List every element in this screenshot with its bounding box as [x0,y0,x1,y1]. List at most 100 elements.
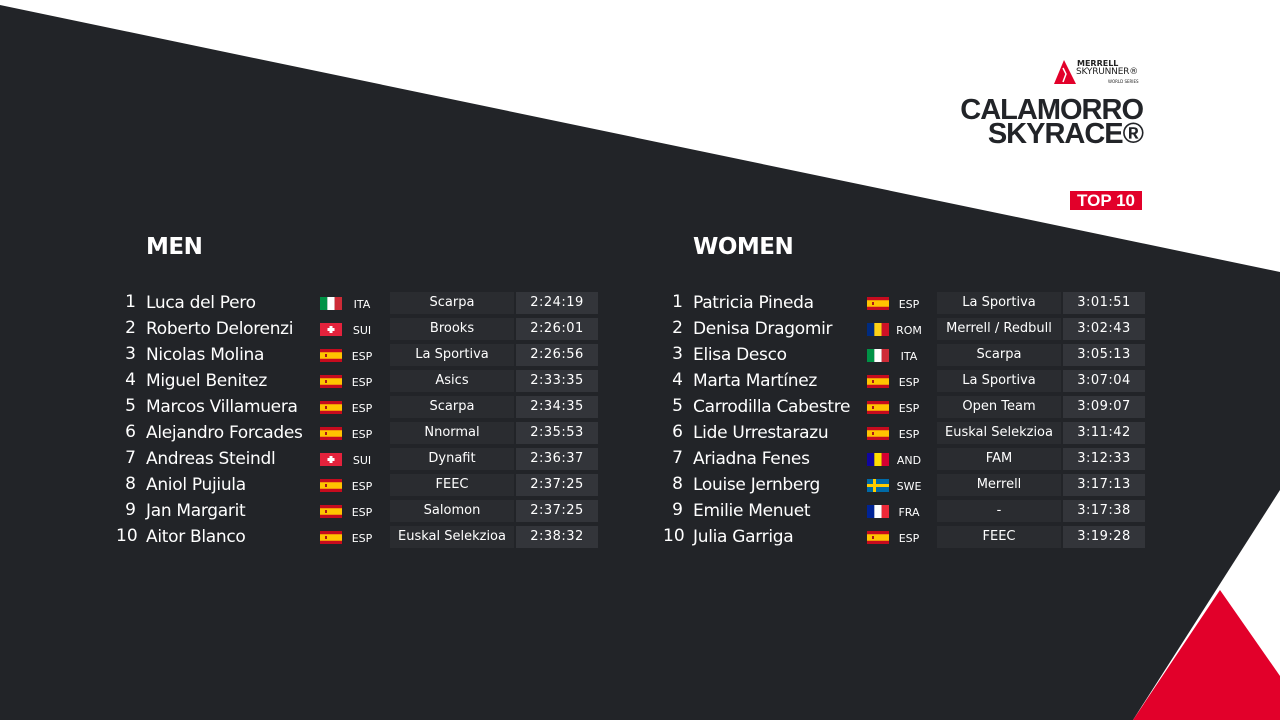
team: FEEC [390,474,514,496]
rank: 1 [125,292,136,312]
rank: 10 [663,526,685,546]
rank: 2 [672,318,683,338]
men-heading: MEN [146,234,203,260]
athlete-name: Miguel Benitez [146,371,268,391]
result-row: 5 Carrodilla Cabestre ESP Open Team 3:09… [663,394,1145,420]
brand-merrell: MERRELL [1077,59,1119,68]
finish-time: 2:37:25 [516,474,598,496]
men-results: MEN 1 Luca del Pero ITA Scarpa 2:24:19 2 … [116,234,598,550]
country-code: AND [896,454,922,467]
result-row: 9 Jan Margarit ESP Salomon 2:37:25 [116,498,598,524]
result-row: 10 Aitor Blanco ESP Euskal Selekzioa 2:3… [116,524,598,550]
athlete-name: Alejandro Forcades [146,423,303,443]
rank: 7 [125,448,136,468]
team: Scarpa [937,344,1061,366]
finish-time: 3:17:38 [1063,500,1145,522]
athlete-name: Aitor Blanco [146,527,246,547]
women-heading: WOMEN [693,234,794,260]
result-row: 2 Roberto Delorenzi SUI Brooks 2:26:01 [116,316,598,342]
athlete-name: Louise Jernberg [693,475,820,495]
country-code: ESP [898,298,920,311]
athlete-name: Luca del Pero [146,293,256,313]
team: - [937,500,1061,522]
country-code: ESP [351,480,373,493]
team: Scarpa [390,396,514,418]
athlete-name: Patricia Pineda [693,293,814,313]
athlete-name: Emilie Menuet [693,501,811,521]
rank: 5 [125,396,136,416]
country-code: ESP [351,376,373,389]
team: Euskal Selekzioa [390,526,514,548]
finish-time: 3:09:07 [1063,396,1145,418]
brand-world-series: WORLD SERIES [1108,79,1139,84]
rank: 9 [672,500,683,520]
country-code: SUI [352,324,372,337]
result-row: 10 Julia Garriga ESP FEEC 3:19:28 [663,524,1145,550]
athlete-name: Marta Martínez [693,371,817,391]
skyrunner-logo-icon [1054,60,1076,84]
finish-time: 2:24:19 [516,292,598,314]
team: Euskal Selekzioa [937,422,1061,444]
finish-time: 3:19:28 [1063,526,1145,548]
result-row: 4 Miguel Benitez ESP Asics 2:33:35 [116,368,598,394]
result-row: 8 Aniol Pujiula ESP FEEC 2:37:25 [116,472,598,498]
finish-time: 2:35:53 [516,422,598,444]
finish-time: 2:26:01 [516,318,598,340]
rank: 8 [672,474,683,494]
rank: 2 [125,318,136,338]
flag-esp-icon [867,427,889,440]
flag-esp-icon [320,401,342,414]
flag-esp-icon [320,427,342,440]
flag-esp-icon [320,479,342,492]
athlete-name: Marcos Villamuera [146,397,298,417]
country-code: ESP [898,376,920,389]
athlete-name: Jan Margarit [146,501,246,521]
team: Open Team [937,396,1061,418]
rank: 4 [672,370,683,390]
athlete-name: Denisa Dragomir [693,319,833,339]
finish-time: 3:01:51 [1063,292,1145,314]
country-code: ESP [898,402,920,415]
rank: 3 [672,344,683,364]
rank: 4 [125,370,136,390]
athlete-name: Aniol Pujiula [146,475,246,495]
team: Dynafit [390,448,514,470]
title-line-1: CALAMORRO [960,94,1144,126]
flag-esp-icon [320,349,342,362]
team: Nnormal [390,422,514,444]
team: Scarpa [390,292,514,314]
rank: 7 [672,448,683,468]
rank: 6 [125,422,136,442]
flag-esp-icon [867,297,889,310]
finish-time: 3:05:13 [1063,344,1145,366]
team: FAM [937,448,1061,470]
finish-time: 3:11:42 [1063,422,1145,444]
country-code: SWE [896,480,922,493]
team: La Sportiva [390,344,514,366]
team: La Sportiva [937,370,1061,392]
result-row: 5 Marcos Villamuera ESP Scarpa 2:34:35 [116,394,598,420]
finish-time: 3:12:33 [1063,448,1145,470]
country-code: ROM [896,324,922,337]
flag-ita-icon [867,349,889,362]
rank: 8 [125,474,136,494]
country-code: ESP [351,532,373,545]
women-results: WOMEN 1 Patricia Pineda ESP La Sportiva … [663,234,1145,550]
result-row: 3 Elisa Desco ITA Scarpa 3:05:13 [663,342,1145,368]
rank: 10 [116,526,138,546]
athlete-name: Carrodilla Cabestre [693,397,851,417]
rank: 6 [672,422,683,442]
flag-esp-icon [867,531,889,544]
result-row: 1 Luca del Pero ITA Scarpa 2:24:19 [116,290,598,316]
flag-fra-icon [867,505,889,518]
result-row: 2 Denisa Dragomir ROM Merrell / Redbull … [663,316,1145,342]
result-row: 8 Louise Jernberg SWE Merrell 3:17:13 [663,472,1145,498]
result-row: 1 Patricia Pineda ESP La Sportiva 3:01:5… [663,290,1145,316]
athlete-name: Andreas Steindl [146,449,276,469]
team: FEEC [937,526,1061,548]
flag-esp-icon [867,375,889,388]
result-row: 4 Marta Martínez ESP La Sportiva 3:07:04 [663,368,1145,394]
athlete-name: Ariadna Fenes [693,449,810,469]
country-code: ESP [351,428,373,441]
